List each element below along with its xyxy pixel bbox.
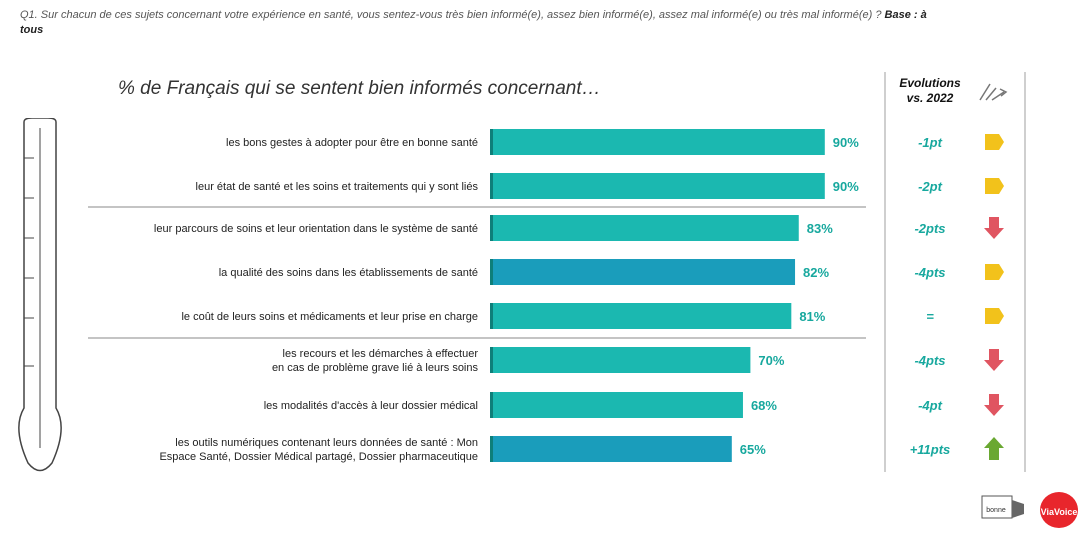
- bar-edge: [490, 259, 493, 285]
- logo-right-text: ViaVoice: [1040, 507, 1078, 517]
- bar: [490, 436, 732, 462]
- value-label: 82%: [803, 265, 829, 280]
- bar-edge: [490, 173, 493, 199]
- chart-row: leur état de santé et les soins et trait…: [196, 173, 1004, 199]
- category-label: les modalités d'accès à leur dossier méd…: [264, 400, 478, 412]
- chart-row: la qualité des soins dans les établissem…: [219, 259, 1004, 285]
- evolutions-header: Evolutions vs. 2022: [899, 76, 961, 105]
- value-label: 68%: [751, 398, 777, 413]
- chart-row: les bons gestes à adopter pour être en b…: [226, 129, 1004, 155]
- logo-left-text: bonne: [986, 507, 1006, 514]
- bar: [490, 173, 825, 199]
- category-label: la qualité des soins dans les établissem…: [219, 267, 478, 279]
- evolution-label: -4pt: [918, 398, 943, 413]
- evolution-label: -1pt: [918, 135, 943, 150]
- chart-title: % de Français qui se sentent bien inform…: [118, 78, 601, 99]
- evolution-label: =: [926, 309, 934, 324]
- question-text: Q1. Sur chacun de ces sujets concernant …: [20, 8, 950, 38]
- trend-stable-icon: [985, 134, 1004, 150]
- trend-down-icon: [984, 217, 1004, 239]
- trend-stable-icon: [985, 308, 1004, 324]
- bar: [490, 129, 825, 155]
- category-label: leur état de santé et les soins et trait…: [196, 181, 479, 193]
- chart-row: le coût de leurs soins et médicaments et…: [181, 303, 1004, 329]
- bar: [490, 215, 799, 241]
- value-label: 81%: [799, 309, 825, 324]
- chart-row: leur parcours de soins et leur orientati…: [154, 215, 1004, 241]
- trend-stable-icon: [985, 264, 1004, 280]
- bar-edge: [490, 303, 493, 329]
- trend-stable-icon: [985, 178, 1004, 194]
- evolution-label: -2pt: [918, 179, 943, 194]
- value-label: 90%: [833, 179, 859, 194]
- value-label: 83%: [807, 221, 833, 236]
- bar: [490, 392, 743, 418]
- evolution-label: -4pts: [914, 353, 945, 368]
- category-label: les recours et les démarches à effectuer…: [272, 348, 479, 374]
- bar-edge: [490, 215, 493, 241]
- chart-row: les outils numériques contenant leurs do…: [159, 436, 1004, 463]
- evolution-label: +11pts: [910, 442, 951, 457]
- evolutions-right-border: [1024, 72, 1026, 472]
- base-label: Base : à tous: [20, 9, 927, 36]
- trend-up-icon: [984, 437, 1004, 460]
- value-label: 90%: [833, 135, 859, 150]
- brand-logo-left: bonne: [981, 495, 1024, 519]
- category-label: les bons gestes à adopter pour être en b…: [226, 137, 478, 149]
- trend-arrows-icon: [979, 83, 1008, 101]
- bar: [490, 303, 792, 329]
- bar-edge: [490, 129, 493, 155]
- evolutions-left-border: [884, 72, 886, 472]
- evolution-label: -2pts: [914, 221, 945, 236]
- thermometer-icon: [18, 118, 62, 472]
- category-label: le coût de leurs soins et médicaments et…: [181, 311, 478, 323]
- chart-row: les modalités d'accès à leur dossier méd…: [264, 392, 1004, 418]
- value-label: 65%: [740, 442, 766, 457]
- category-label: leur parcours de soins et leur orientati…: [154, 223, 478, 235]
- trend-down-icon: [984, 349, 1004, 371]
- evolution-label: -4pts: [914, 265, 945, 280]
- value-label: 70%: [758, 353, 784, 368]
- trend-down-icon: [984, 394, 1004, 416]
- question-label: Q1. Sur chacun de ces sujets concernant …: [20, 9, 882, 21]
- brand-logo-right: ViaVoice: [1040, 492, 1078, 528]
- bar-edge: [490, 436, 493, 462]
- bar-edge: [490, 392, 493, 418]
- category-label: les outils numériques contenant leurs do…: [159, 437, 478, 463]
- chart-row: les recours et les démarches à effectuer…: [272, 347, 1004, 374]
- bar: [490, 347, 751, 373]
- bar-edge: [490, 347, 493, 373]
- bar: [490, 259, 796, 285]
